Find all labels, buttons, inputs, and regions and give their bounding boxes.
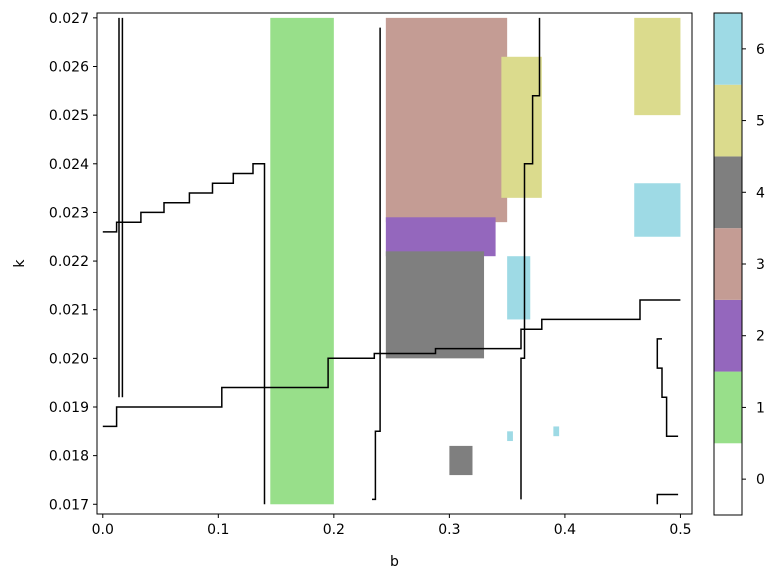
y-tick-label: 0.018 xyxy=(49,449,89,465)
colorbar-label: 4 xyxy=(756,185,765,201)
colorbar-label: 3 xyxy=(756,257,765,273)
x-axis-ticks: 0.0 0.1 0.2 0.3 0.4 0.5 xyxy=(92,514,692,538)
boundary-line-7 xyxy=(656,493,679,505)
region-6 xyxy=(634,183,681,237)
region-1 xyxy=(270,17,334,505)
boundary-line-4 xyxy=(372,27,381,501)
y-tick-label: 0.026 xyxy=(49,60,89,76)
y-axis-label: k xyxy=(12,259,28,268)
region-5 xyxy=(501,56,542,198)
colorbar-label: 1 xyxy=(756,400,765,416)
y-tick-label: 0.020 xyxy=(49,351,89,367)
colorbar-label: 2 xyxy=(756,329,765,345)
y-tick-label: 0.021 xyxy=(49,303,89,319)
colorbar-segment-1 xyxy=(714,371,742,444)
y-tick-label: 0.024 xyxy=(49,157,89,173)
colorbar-segment-3 xyxy=(714,228,742,300)
y-tick-label: 0.025 xyxy=(49,108,89,124)
region-4 xyxy=(449,445,473,476)
x-tick-label: 0.3 xyxy=(438,522,460,538)
boundary-line-1 xyxy=(102,299,681,428)
boundary-line-0 xyxy=(102,163,266,505)
x-axis-label: b xyxy=(390,554,399,570)
colorbar-label: 0 xyxy=(756,472,765,488)
boundary-line-6 xyxy=(656,338,679,437)
region-3 xyxy=(385,17,508,223)
y-axis-ticks: 0.017 0.018 0.019 0.020 0.021 0.022 0.023 0.024… xyxy=(49,11,97,513)
x-tick-label: 0.5 xyxy=(669,522,691,538)
colorbar-label: 5 xyxy=(756,114,765,130)
y-tick-label: 0.019 xyxy=(49,400,89,416)
colorbar: 0 1 2 3 4 5 6 xyxy=(713,12,765,516)
colorbar-segment-2 xyxy=(714,299,742,372)
colorbar-segment-6 xyxy=(714,13,742,85)
y-tick-label: 0.023 xyxy=(49,205,89,221)
y-tick-label: 0.027 xyxy=(49,11,89,27)
x-tick-label: 0.0 xyxy=(92,522,114,538)
colorbar-segment-5 xyxy=(714,84,742,157)
colorbar-segment-0 xyxy=(714,443,742,515)
region-6 xyxy=(507,431,513,442)
plot-frame xyxy=(96,12,693,515)
x-tick-label: 0.2 xyxy=(323,522,345,538)
boundary-lines xyxy=(102,17,681,505)
y-tick-label: 0.022 xyxy=(49,254,89,270)
region-5 xyxy=(634,17,681,116)
region-2 xyxy=(385,217,496,257)
colorbar-frame xyxy=(713,12,743,516)
y-tick-label: 0.017 xyxy=(49,497,89,513)
region-6 xyxy=(507,256,531,320)
x-tick-label: 0.1 xyxy=(207,522,229,538)
colorbar-segment-4 xyxy=(714,156,742,229)
colorbar-label: 6 xyxy=(756,42,765,58)
boundary-line-5 xyxy=(520,17,541,500)
plot-regions xyxy=(270,17,681,505)
region-6 xyxy=(553,426,560,437)
region-4 xyxy=(385,251,485,359)
x-tick-label: 0.4 xyxy=(554,522,576,538)
